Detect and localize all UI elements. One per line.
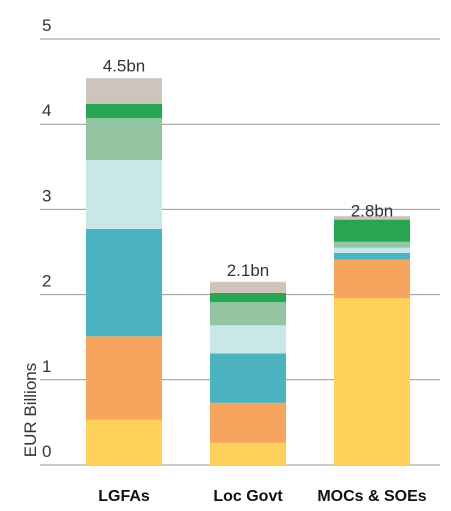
bar-segment (334, 252, 410, 260)
bar-segment (334, 259, 410, 299)
bar-segment (86, 419, 162, 465)
total-label: 4.5bn (103, 57, 146, 76)
bar-segment (334, 247, 410, 253)
bar-segment (86, 336, 162, 420)
x-tick-label: Loc Govt (213, 488, 283, 505)
bar-segment (210, 281, 286, 293)
y-tick-label: 3 (42, 186, 51, 205)
bar-segment (334, 216, 410, 220)
bar-segment (334, 241, 410, 248)
y-tick-label: 1 (42, 357, 51, 376)
bar-segment (210, 292, 286, 303)
x-tick-label: MOCs & SOEs (317, 488, 426, 505)
x-tick-label: LGFAs (98, 488, 150, 505)
bar-segment (210, 442, 286, 465)
y-axis-label: EUR Billions (21, 363, 40, 457)
bar-segment (86, 78, 162, 104)
bar-segment (86, 103, 162, 119)
bar-segment (86, 118, 162, 160)
bar-segment (334, 219, 410, 242)
total-label: 2.8bn (351, 201, 394, 220)
total-label: 2.1bn (227, 261, 270, 280)
y-tick-label: 0 (42, 442, 51, 461)
bar-segment (210, 353, 286, 403)
bar-segment (334, 298, 410, 465)
bar-segment (210, 325, 286, 354)
bar-segment (210, 402, 286, 443)
bar-segment (210, 302, 286, 326)
y-tick-label: 5 (42, 16, 51, 35)
y-tick-label: 2 (42, 272, 51, 291)
y-tick-label: 4 (42, 101, 51, 120)
bar-segment (86, 159, 162, 229)
bar-segment (86, 228, 162, 337)
